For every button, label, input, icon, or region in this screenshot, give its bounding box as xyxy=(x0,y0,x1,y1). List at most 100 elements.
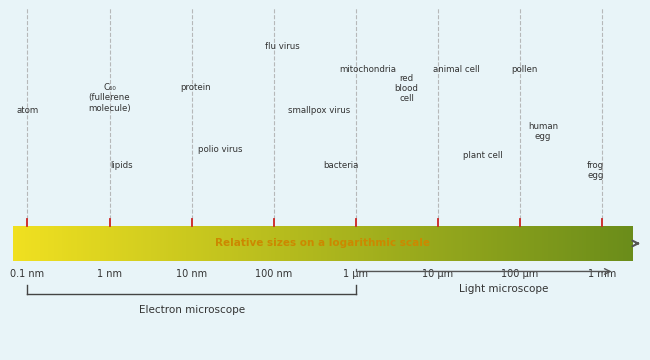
Bar xyxy=(486,226,489,261)
Bar xyxy=(317,226,319,261)
Bar xyxy=(155,226,157,261)
Bar xyxy=(71,226,73,261)
Bar xyxy=(172,226,174,261)
Bar xyxy=(62,226,64,261)
Bar xyxy=(283,226,286,261)
Bar xyxy=(433,226,435,261)
Bar xyxy=(460,226,461,261)
Bar xyxy=(31,226,33,261)
Bar xyxy=(362,226,365,261)
Bar xyxy=(476,226,478,261)
Text: mitochondria: mitochondria xyxy=(339,64,396,73)
Bar xyxy=(600,226,603,261)
Text: smallpox virus: smallpox virus xyxy=(288,106,350,115)
Bar xyxy=(187,226,188,261)
Bar xyxy=(410,226,412,261)
Bar xyxy=(44,226,46,261)
Bar xyxy=(190,226,192,261)
Bar xyxy=(66,226,68,261)
Bar xyxy=(621,226,623,261)
Bar xyxy=(143,226,145,261)
Bar xyxy=(499,226,501,261)
Bar xyxy=(435,226,437,261)
Bar xyxy=(288,226,290,261)
Bar xyxy=(54,226,56,261)
Bar xyxy=(420,226,423,261)
Bar xyxy=(60,226,62,261)
Bar xyxy=(491,226,493,261)
Bar xyxy=(302,226,304,261)
Bar xyxy=(304,226,307,261)
Bar xyxy=(404,226,406,261)
Bar xyxy=(625,226,627,261)
Bar xyxy=(594,226,596,261)
Bar xyxy=(556,226,559,261)
Bar xyxy=(344,226,346,261)
Bar xyxy=(280,226,281,261)
Bar xyxy=(383,226,385,261)
Bar xyxy=(515,226,517,261)
Bar xyxy=(81,226,83,261)
Bar xyxy=(584,226,586,261)
Bar xyxy=(439,226,441,261)
Bar xyxy=(174,226,176,261)
Bar xyxy=(356,226,358,261)
Bar xyxy=(110,226,112,261)
Bar xyxy=(577,226,580,261)
Bar xyxy=(255,226,257,261)
Bar xyxy=(575,226,577,261)
Bar xyxy=(19,226,21,261)
Bar xyxy=(493,226,495,261)
Bar xyxy=(182,226,185,261)
Bar xyxy=(462,226,463,261)
Bar xyxy=(385,226,387,261)
Bar xyxy=(135,226,137,261)
Text: 1 nm: 1 nm xyxy=(97,269,122,279)
Bar xyxy=(561,226,563,261)
Bar xyxy=(364,226,367,261)
Bar xyxy=(290,226,292,261)
Bar xyxy=(120,226,122,261)
Bar xyxy=(488,226,491,261)
Bar xyxy=(598,226,600,261)
Text: red
blood
cell: red blood cell xyxy=(395,74,419,103)
Bar xyxy=(286,226,288,261)
Bar xyxy=(456,226,458,261)
Bar xyxy=(149,226,151,261)
Bar xyxy=(232,226,234,261)
Text: 100 μm: 100 μm xyxy=(501,269,539,279)
Bar xyxy=(296,226,298,261)
Bar xyxy=(309,226,311,261)
Bar xyxy=(370,226,372,261)
Bar xyxy=(470,226,472,261)
Bar xyxy=(220,226,222,261)
Bar xyxy=(406,226,408,261)
Bar xyxy=(294,226,296,261)
Bar xyxy=(608,226,610,261)
Bar xyxy=(166,226,168,261)
Bar xyxy=(346,226,348,261)
Bar xyxy=(441,226,443,261)
Bar xyxy=(395,226,398,261)
Bar xyxy=(332,226,333,261)
Bar xyxy=(358,226,360,261)
Bar xyxy=(372,226,375,261)
Bar xyxy=(311,226,313,261)
Text: pollen: pollen xyxy=(511,64,538,73)
Bar xyxy=(453,226,456,261)
Bar xyxy=(542,226,545,261)
Bar xyxy=(15,226,17,261)
Bar xyxy=(569,226,571,261)
Bar xyxy=(458,226,460,261)
Bar xyxy=(381,226,383,261)
Bar xyxy=(478,226,480,261)
Bar xyxy=(276,226,278,261)
Bar xyxy=(567,226,569,261)
Bar xyxy=(414,226,416,261)
Bar xyxy=(333,226,335,261)
Bar xyxy=(250,226,253,261)
Bar xyxy=(96,226,98,261)
Bar xyxy=(244,226,246,261)
Bar xyxy=(292,226,294,261)
Bar xyxy=(428,226,430,261)
